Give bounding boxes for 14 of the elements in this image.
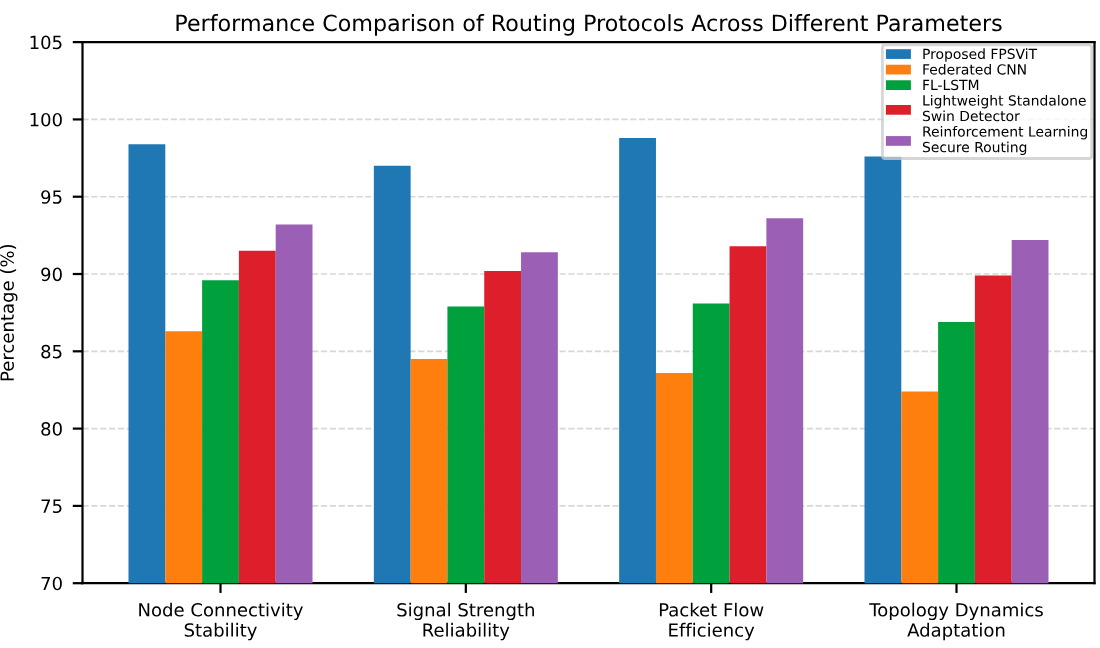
y-tick-label: 70 xyxy=(41,576,62,591)
chart-title: Performance Comparison of Routing Protocols Across Different Parameters xyxy=(176,14,1002,36)
x-tick-label: Packet Flow Efficiency xyxy=(659,602,764,641)
y-tick-label: 75 xyxy=(41,499,62,514)
x-tick-label: Node Connectivity Stability xyxy=(139,602,303,641)
y-tick-label: 95 xyxy=(41,190,62,204)
y-tick-label: 90 xyxy=(41,267,62,282)
y-tick-label: 105 xyxy=(30,35,62,50)
y-axis-title: Percentage (%) xyxy=(0,244,18,381)
x-tick-label: Signal Strength Reliability xyxy=(397,602,534,641)
x-tick-label: Topology Dynamics Adaptation xyxy=(869,602,1043,641)
y-tick-label: 85 xyxy=(41,344,62,359)
y-tick-label: 100 xyxy=(30,112,62,127)
y-tick-label: 80 xyxy=(41,422,62,436)
